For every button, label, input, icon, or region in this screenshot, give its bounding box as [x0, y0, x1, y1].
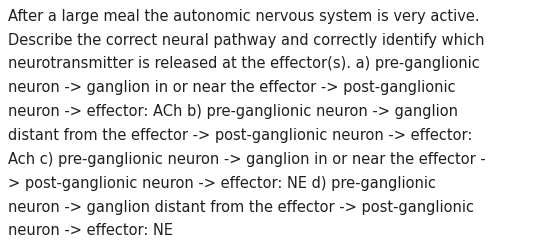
Text: neuron -> ganglion in or near the effector -> post-ganglionic: neuron -> ganglion in or near the effect… — [8, 80, 455, 95]
Text: distant from the effector -> post-ganglionic neuron -> effector:: distant from the effector -> post-gangli… — [8, 128, 472, 142]
Text: neurotransmitter is released at the effector(s). a) pre-ganglionic: neurotransmitter is released at the effe… — [8, 56, 479, 71]
Text: Ach c) pre-ganglionic neuron -> ganglion in or near the effector -: Ach c) pre-ganglionic neuron -> ganglion… — [8, 151, 485, 166]
Text: neuron -> effector: NE: neuron -> effector: NE — [8, 222, 173, 238]
Text: neuron -> ganglion distant from the effector -> post-ganglionic: neuron -> ganglion distant from the effe… — [8, 199, 474, 214]
Text: After a large meal the autonomic nervous system is very active.: After a large meal the autonomic nervous… — [8, 9, 479, 24]
Text: Describe the correct neural pathway and correctly identify which: Describe the correct neural pathway and … — [8, 32, 484, 48]
Text: > post-ganglionic neuron -> effector: NE d) pre-ganglionic: > post-ganglionic neuron -> effector: NE… — [8, 175, 436, 190]
Text: neuron -> effector: ACh b) pre-ganglionic neuron -> ganglion: neuron -> effector: ACh b) pre-ganglioni… — [8, 104, 458, 119]
